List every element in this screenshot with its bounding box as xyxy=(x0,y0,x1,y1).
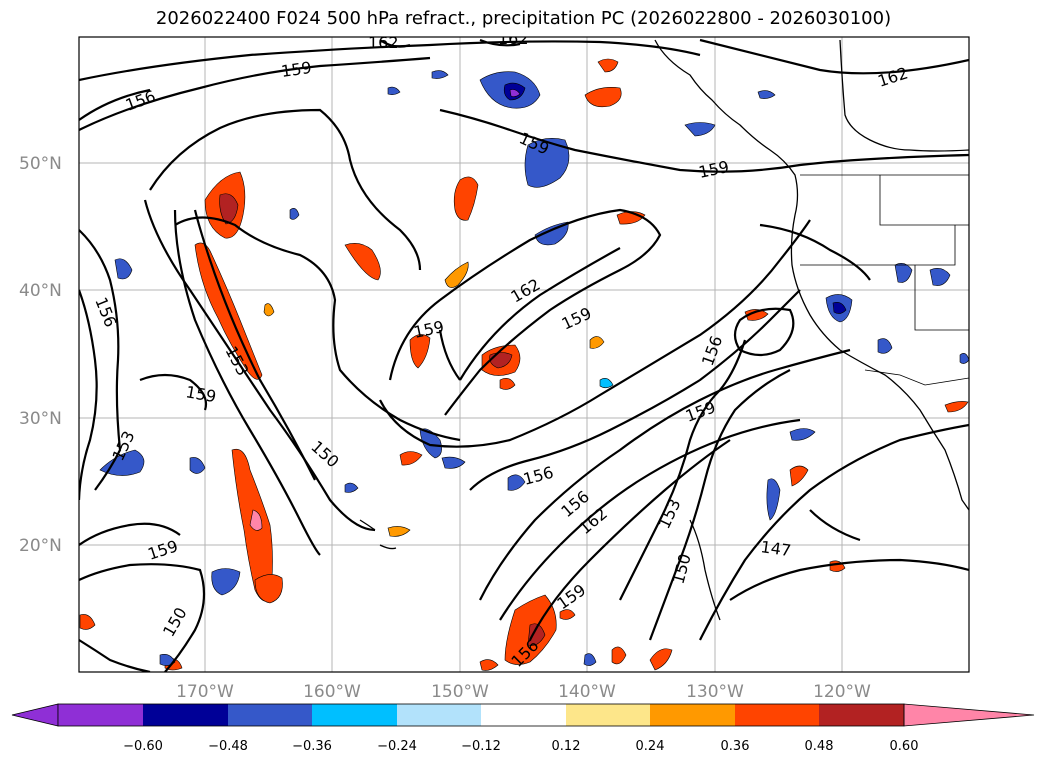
colorbar-tick: −0.24 xyxy=(377,739,417,754)
lon-label: 150°W xyxy=(431,682,489,702)
latitude-labels: 50°N 40°N 30°N 20°N xyxy=(19,154,62,556)
colorbar-segment xyxy=(58,704,143,726)
map-frame xyxy=(78,36,970,673)
contour-label: 162 xyxy=(498,29,529,48)
colorbar-segment xyxy=(143,704,228,726)
contour-label: 162 xyxy=(368,33,399,52)
colorbar-segment xyxy=(481,704,566,726)
lat-label: 50°N xyxy=(19,154,62,174)
lon-label: 120°W xyxy=(813,682,871,702)
refractivity-contours xyxy=(79,38,969,672)
map-title: 2026022400 F024 500 hPa refract., precip… xyxy=(155,8,892,29)
colorbar-segment xyxy=(312,704,397,726)
colorbar-segment xyxy=(228,704,312,726)
lat-label: 20°N xyxy=(19,536,62,556)
lat-label: 40°N xyxy=(19,281,62,301)
colorbar-tick: −0.60 xyxy=(123,739,163,754)
colorbar-tick: −0.12 xyxy=(461,739,501,754)
colorbar-tick: 0.12 xyxy=(552,739,581,754)
colorbar-extend-min xyxy=(11,703,59,727)
colorbar-tick: −0.48 xyxy=(208,739,248,754)
colorbar-tick: 0.24 xyxy=(636,739,665,754)
coastlines xyxy=(359,39,969,621)
longitude-labels: 170°W 160°W 150°W 140°W 130°W 120°W xyxy=(176,682,871,702)
colorbar-segment xyxy=(650,704,735,726)
lon-label: 170°W xyxy=(176,682,234,702)
colorbar-tick: 0.36 xyxy=(721,739,750,754)
colorbar-segment xyxy=(819,704,904,726)
lon-label: 130°W xyxy=(686,682,744,702)
contour-label: 159 xyxy=(280,58,313,81)
lon-label: 160°W xyxy=(303,682,361,702)
colorbar-segment xyxy=(397,704,481,726)
colorbar-tick: 0.48 xyxy=(805,739,834,754)
map-plot-area: 162 162 159 156 159 159 162 162 159 159 … xyxy=(79,29,969,672)
colorbar-ticks: −0.60 −0.48 −0.36 −0.24 −0.12 0.12 0.24 … xyxy=(123,739,918,754)
lat-label: 30°N xyxy=(19,409,62,429)
lon-label: 140°W xyxy=(558,682,616,702)
colorbar: −0.60 −0.48 −0.36 −0.24 −0.12 0.12 0.24 … xyxy=(11,703,1035,754)
contour-label: 147 xyxy=(759,537,792,560)
colorbar-segment xyxy=(566,704,650,726)
colorbar-tick: 0.60 xyxy=(890,739,919,754)
colorbar-segment xyxy=(735,704,819,726)
colorbar-tick: −0.36 xyxy=(292,739,332,754)
colorbar-extend-max xyxy=(903,703,1035,727)
